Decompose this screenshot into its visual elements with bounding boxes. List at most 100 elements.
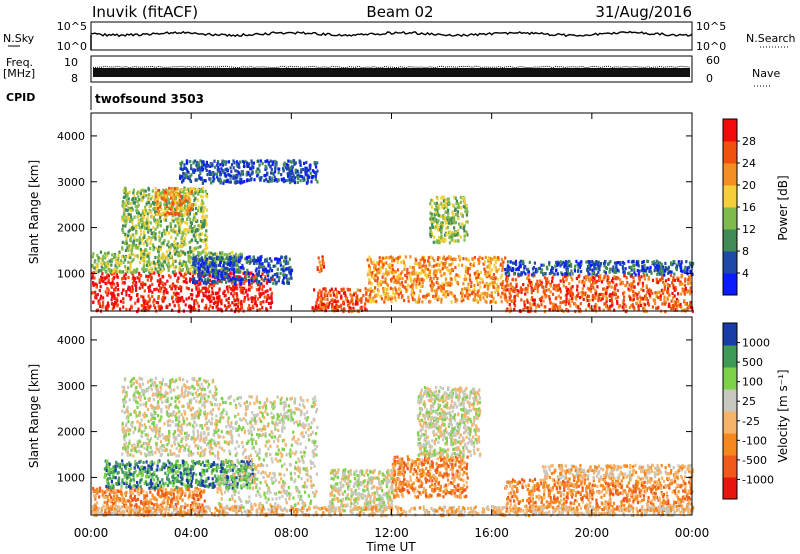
power-cell: [228, 277, 231, 281]
power-cell: [220, 253, 223, 257]
power-cell: [462, 257, 465, 261]
power-cell: [231, 278, 234, 282]
power-cell: [212, 268, 215, 273]
power-cell: [633, 307, 636, 311]
power-cell: [122, 276, 125, 280]
power-cell: [448, 236, 451, 240]
power-cell: [601, 292, 604, 296]
power-cell: [444, 290, 447, 294]
power-cell: [535, 305, 538, 309]
power-cell: [677, 292, 680, 296]
power-cell: [137, 307, 140, 311]
power-cell: [418, 282, 421, 286]
power-cell: [183, 204, 187, 208]
power-cell: [589, 289, 592, 293]
power-cell: [314, 304, 317, 308]
power-cell: [365, 292, 368, 296]
nsky-line: [90, 30, 693, 38]
power-cell: [475, 298, 478, 302]
power-cell: [190, 190, 193, 194]
power-cell: [266, 172, 269, 176]
power-cell: [219, 172, 223, 176]
power-cell: [221, 163, 224, 167]
power-cell: [597, 260, 600, 264]
power-cell: [668, 304, 671, 308]
power-cell: [413, 298, 416, 302]
power-cell: [194, 307, 197, 312]
power-cell: [580, 260, 583, 264]
power-cell: [631, 298, 634, 302]
power-cell: [165, 203, 168, 207]
power-cell: [200, 273, 203, 277]
power-cell: [162, 256, 165, 260]
power-cell: [646, 259, 650, 264]
power-cell: [632, 279, 635, 283]
power-cell: [202, 214, 205, 218]
power-cell: [382, 287, 385, 291]
power-cell: [406, 288, 409, 292]
power-cell: [249, 257, 252, 261]
power-cell: [261, 306, 264, 310]
power-cell: [197, 205, 201, 209]
power-cell: [536, 279, 539, 283]
power-cell: [129, 209, 132, 213]
power-cell: [214, 270, 217, 274]
power-cell: [266, 297, 269, 301]
power-cell: [204, 278, 207, 282]
power-cell: [401, 270, 404, 274]
power-cell: [117, 288, 120, 292]
power-cell: [343, 291, 347, 295]
power-cell: [296, 169, 299, 173]
power-cell: [229, 174, 232, 178]
power-cell: [160, 242, 163, 246]
power-cell: [504, 298, 507, 302]
power-cell: [242, 291, 245, 295]
power-cell: [590, 277, 593, 282]
power-cell: [152, 244, 155, 248]
power-cell: [183, 279, 186, 284]
power-cell: [192, 203, 195, 207]
power-cell: [127, 230, 130, 234]
power-cell: [129, 234, 132, 238]
power-cell: [122, 189, 125, 193]
power-cell: [94, 269, 97, 273]
power-cell: [432, 240, 435, 244]
power-cell: [204, 189, 207, 193]
power-cell: [175, 291, 178, 295]
power-cell: [235, 258, 238, 263]
power-cell: [168, 251, 172, 255]
power-cell: [631, 303, 634, 307]
power-cell: [161, 232, 164, 236]
power-cell: [672, 283, 675, 287]
power-cell: [140, 256, 143, 261]
power-cell: [687, 282, 690, 286]
power-cell: [575, 259, 578, 263]
power-cell: [261, 272, 264, 276]
power-cell: [467, 285, 470, 290]
power-cell: [178, 225, 181, 229]
power-cell: [166, 243, 169, 247]
power-cell: [420, 265, 423, 269]
power-cell: [276, 261, 279, 265]
power-cell: [664, 265, 667, 270]
power-cell: [447, 293, 450, 297]
power-cell: [651, 305, 654, 309]
power-cell: [489, 259, 492, 263]
power-cell: [181, 262, 184, 266]
power-cell: [442, 264, 445, 268]
power-cell: [356, 288, 359, 292]
power-cell: [454, 208, 457, 212]
power-cell: [154, 221, 157, 225]
power-cell: [621, 267, 625, 271]
power-cell: [451, 261, 454, 265]
power-cell: [176, 206, 179, 210]
power-cell: [457, 205, 460, 209]
power-cell: [377, 281, 380, 285]
power-cell: [152, 226, 155, 230]
power-cell: [574, 295, 577, 300]
power-cell: [161, 269, 164, 273]
power-cell: [671, 296, 675, 300]
power-cell: [281, 280, 284, 284]
power-cell: [465, 277, 468, 281]
power-cell: [415, 258, 418, 262]
